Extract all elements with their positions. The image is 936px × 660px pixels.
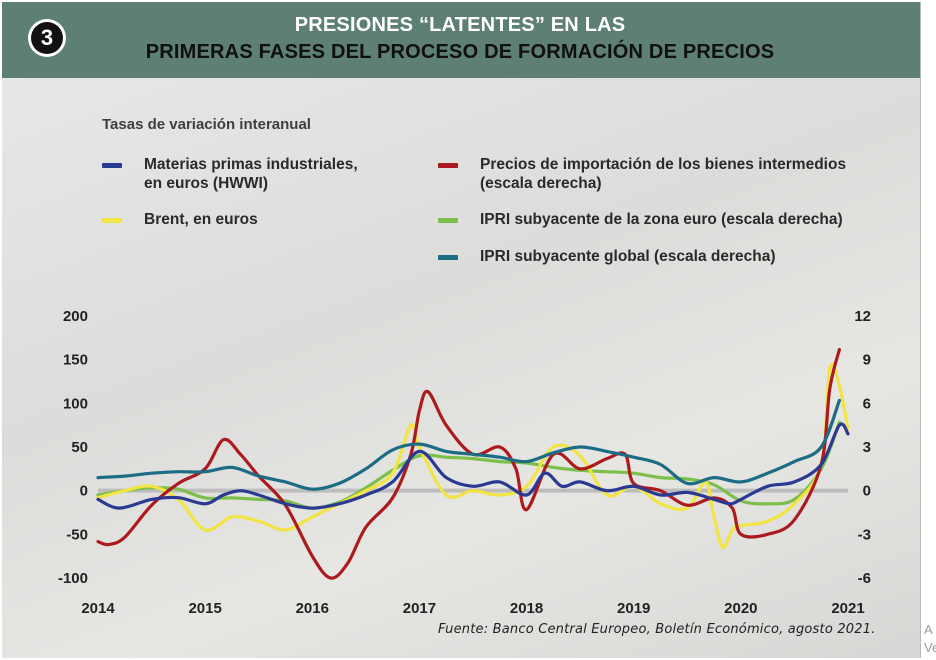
chart-number: 3 [31,22,63,54]
x-axis-tick-label: 2014 [81,600,115,617]
left-axis-tick-label: -100 [58,570,88,587]
edge-glyph-2: Ve [924,640,936,655]
left-axis-tick-label: 150 [63,352,88,369]
series-line-materias-primas-industriales-en-euros-hw [96,422,850,510]
legend-label: Brent, en euros [144,211,258,228]
legend-swatch [438,218,458,223]
right-axis-tick-label: 0 [863,483,871,500]
right-axis-tick-label: 6 [863,395,871,412]
x-axis-tick-labels: 2014 2015 2016 2017 2018 2019 2020 2021 [81,600,864,617]
legend-swatch [438,255,458,260]
header-banner [2,2,920,78]
left-axis-tick-label: 200 [63,308,88,325]
right-axis-tick-label: -3 [858,526,871,543]
right-axis-tick-label: 12 [854,308,871,325]
right-axis-tick-label: 9 [863,352,871,369]
legend-swatch [438,163,458,168]
edge-glyph-1: A [924,622,933,637]
legend-label: Precios de importación de los bienes int… [480,156,847,192]
chart-number-badge: 3 [28,19,66,57]
series-line-ipri-subyacente-de-la-zona-euro-escala-d [96,420,841,510]
legend-swatch [102,218,122,223]
x-axis-tick-label: 2021 [831,600,864,617]
x-axis-tick-label: 2019 [617,600,650,617]
chart-subtitle: Tasas de variación interanual [102,116,311,133]
x-axis-tick-label: 2017 [403,600,436,617]
left-axis-tick-label: 100 [63,395,88,412]
x-axis-tick-label: 2018 [510,600,543,617]
source-note: Fuente: Banco Central Europeo, Boletín E… [438,622,876,637]
legend-label: IPRI subyacente de la zona euro (escala … [480,211,843,228]
x-axis-tick-label: 2020 [724,600,757,617]
series-line-precios-de-importacion-de-los-bienes-int [96,347,841,580]
series-line-ipri-subyacente-global-escala-derecha [96,398,841,491]
chart-panel [2,2,921,658]
right-axis-tick-label: 3 [863,439,871,456]
legend-label: Materias primas industriales, en euros (… [144,156,358,192]
legend-swatch [102,163,122,168]
legend-label: IPRI subyacente global (escala derecha) [480,248,776,265]
left-axis-tick-labels: 200 150 100 50 0 -50 -100 [58,308,88,587]
x-axis-tick-label: 2016 [296,600,329,617]
right-axis-tick-label: -6 [858,570,871,587]
left-axis-tick-label: 0 [80,483,88,500]
right-axis-tick-labels: 12 9 6 3 0 -3 -6 [854,308,871,587]
x-axis-tick-label: 2015 [188,600,221,617]
chart-title-line-1: PRESIONES “LATENTES” EN LAS [294,14,626,36]
left-axis-tick-label: -50 [66,526,88,543]
series-line-brent-en-euros [96,362,850,550]
left-axis-tick-label: 50 [71,439,88,456]
series-lines [96,347,850,580]
chart-title-line-2: PRIMERAS FASES DEL PROCESO DE FORMACIÓN … [145,41,775,63]
